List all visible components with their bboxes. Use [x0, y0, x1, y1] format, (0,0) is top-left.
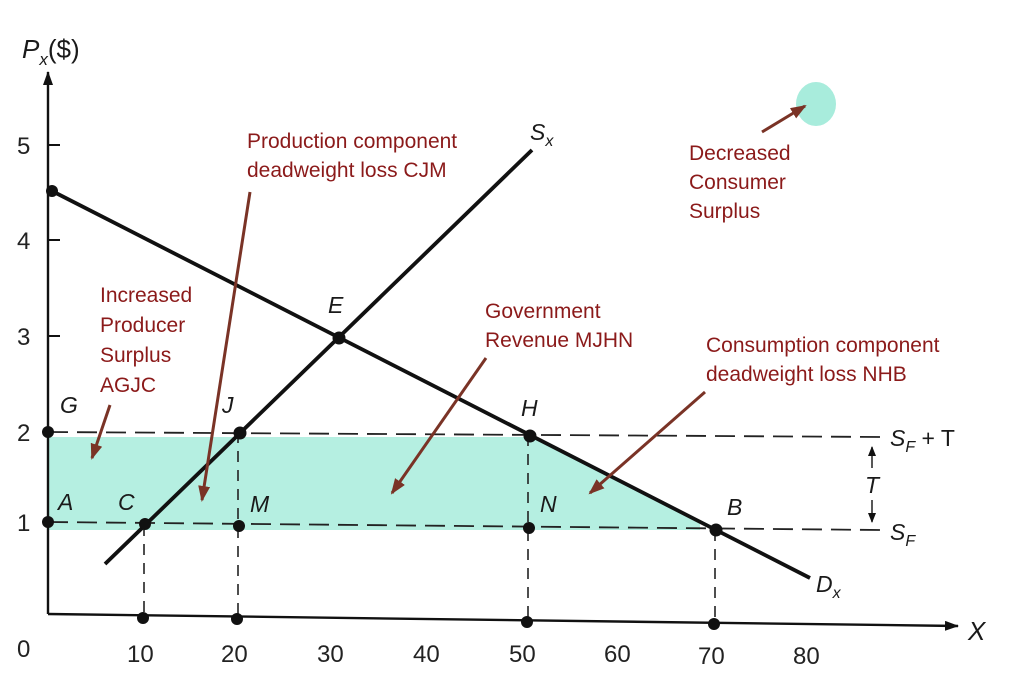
- supply-curve-sx: [103, 148, 534, 566]
- x-tick-label-30: 30: [317, 641, 344, 668]
- supply-curve-label-main: S: [530, 119, 546, 145]
- x-tick-label-10: 10: [127, 641, 154, 668]
- production-dwl-arrow: [198, 191, 252, 502]
- point-label-m: M: [250, 491, 270, 517]
- x-tick-label-80: 80: [793, 643, 820, 670]
- annotation-consumption-dwl: Consumption component deadweight loss NH…: [706, 334, 945, 386]
- point-dot-demand-intercept: [46, 185, 58, 197]
- sf-plus-t-dashed-line: [47, 431, 881, 438]
- point-label-g: G: [60, 392, 78, 418]
- supply-curve-label-sub: x: [544, 133, 554, 150]
- y-axis-label-main: P: [22, 34, 40, 64]
- annotation-revenue-line-1: Government: [485, 300, 601, 323]
- sf-plus-t-label-sub: F: [905, 439, 916, 456]
- point-dot-j: [233, 426, 247, 440]
- x-dot-10: [137, 612, 149, 624]
- annotation-production-dwl: Production component deadweight loss CJM: [247, 130, 463, 182]
- point-dot-e: [332, 331, 346, 345]
- supply-curve-label: Sx: [530, 119, 554, 150]
- x-dot-70: [708, 618, 720, 630]
- annotation-production-dwl-line-2: deadweight loss CJM: [247, 159, 447, 182]
- point-dot-h: [523, 429, 537, 443]
- y-tick-label-2: 2: [17, 420, 30, 447]
- point-label-a: A: [56, 489, 73, 515]
- demand-curve-dx: [51, 189, 811, 580]
- demand-curve-label-sub: x: [832, 585, 842, 602]
- annotation-consumer-line-1: Decreased: [689, 142, 791, 165]
- y-tick-label-4: 4: [17, 228, 30, 255]
- annotation-producer-line-1: Increased: [100, 284, 192, 307]
- consumption-dwl-arrow: [588, 390, 706, 495]
- sf-dashed-line: [47, 521, 881, 531]
- x-tick-label-50: 50: [509, 641, 536, 668]
- point-dot-g: [42, 426, 54, 438]
- demand-curve-label-main: D: [816, 571, 833, 597]
- y-tick-label-3: 3: [17, 324, 30, 351]
- annotation-producer-surplus: Increased Producer Surplus AGJC: [100, 284, 198, 397]
- y-tick-label-1: 1: [17, 510, 30, 537]
- consumer-surplus-legend-swatch: [796, 82, 836, 126]
- producer-surplus-arrow: [90, 404, 112, 460]
- point-dot-b: [709, 523, 723, 537]
- sf-plus-t-label-suffix: + T: [915, 425, 955, 451]
- demand-curve-label: Dx: [816, 571, 842, 602]
- sf-plus-t-label: SF + T: [890, 425, 955, 456]
- x-axis: [47, 612, 959, 631]
- sf-label-sub: F: [905, 533, 916, 550]
- annotation-consumption-dwl-line-1: Consumption component: [706, 334, 940, 357]
- point-dot-n: [523, 522, 535, 534]
- annotation-producer-line-2: Producer: [100, 314, 185, 337]
- x-tick-label-40: 40: [413, 641, 440, 668]
- x-dot-50: [521, 616, 533, 628]
- y-axis-label-unit: ($): [48, 34, 80, 64]
- annotation-government-revenue: Government Revenue MJHN: [485, 300, 633, 352]
- annotation-production-dwl-line-1: Production component: [247, 130, 457, 153]
- point-dot-c: [139, 518, 151, 530]
- annotation-producer-line-3: Surplus: [100, 344, 171, 367]
- annotation-consumer-surplus: Decreased Consumer Surplus: [689, 142, 796, 223]
- tax-label: T: [865, 472, 881, 498]
- annotation-consumer-line-3: Surplus: [689, 200, 760, 223]
- x-tick-label-70: 70: [698, 643, 725, 670]
- x-axis-label: X: [967, 616, 987, 646]
- sf-label-main: S: [890, 519, 906, 545]
- revenue-arrow: [390, 357, 488, 495]
- point-label-c: C: [118, 489, 135, 515]
- x-dot-20: [231, 613, 243, 625]
- y-tick-label-5: 5: [17, 133, 30, 160]
- point-label-n: N: [540, 491, 557, 517]
- point-dot-a: [42, 516, 54, 528]
- sf-plus-t-label-main: S: [890, 425, 906, 451]
- y-axis-label-sub: x: [38, 50, 48, 69]
- annotation-consumption-dwl-line-2: deadweight loss NHB: [706, 363, 907, 386]
- point-label-e: E: [328, 292, 344, 318]
- sf-label: SF: [890, 519, 916, 550]
- annotation-consumer-line-2: Consumer: [689, 171, 786, 194]
- origin-label: 0: [17, 636, 30, 663]
- x-tick-label-20: 20: [221, 641, 248, 668]
- point-label-j: J: [221, 392, 234, 418]
- point-label-h: H: [521, 395, 538, 421]
- point-dot-m: [233, 520, 245, 532]
- point-label-b: B: [727, 494, 742, 520]
- annotation-revenue-line-2: Revenue MJHN: [485, 329, 633, 352]
- x-tick-label-60: 60: [604, 641, 631, 668]
- consumer-surplus-arrow: [761, 104, 807, 134]
- y-axis-label: Px($): [22, 34, 80, 69]
- annotation-producer-line-4: AGJC: [100, 374, 156, 397]
